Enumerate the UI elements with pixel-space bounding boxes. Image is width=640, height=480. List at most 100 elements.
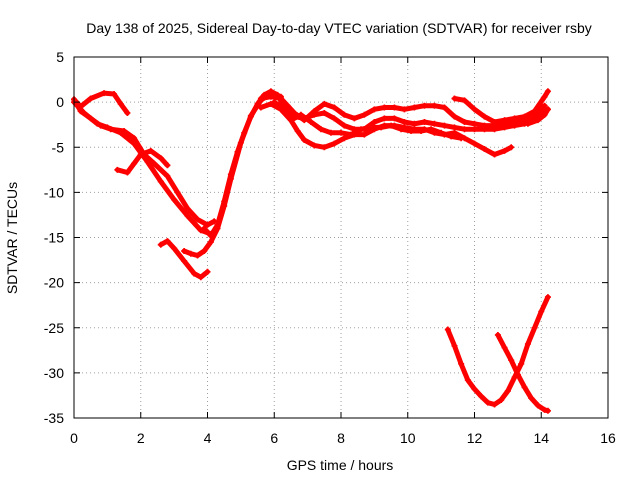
data-point [471,106,478,113]
data-point [531,108,538,115]
data-point [277,95,284,102]
data-point [291,113,298,120]
series-line [271,99,551,132]
data-point [541,102,548,109]
data-point [411,104,418,111]
x-tick-label: 2 [137,430,145,446]
data-point [287,117,294,124]
data-point [201,225,208,232]
data-point [531,324,538,331]
data-point [184,205,191,212]
data-point [401,118,408,125]
data-point [501,124,508,131]
data-point [81,109,88,116]
data-point [338,129,344,136]
data-point [171,196,178,203]
x-tick-label: 6 [270,430,278,446]
data-point [307,118,314,125]
y-tick-label: -10 [44,184,64,200]
y-tick-label: -25 [44,320,64,336]
series-track-d [114,147,171,176]
data-point [197,274,204,281]
series-track-n [494,331,551,414]
data-point [164,173,171,180]
data-point [471,386,478,393]
data-point [267,93,274,100]
data-point [511,122,518,129]
data-point [301,137,308,144]
data-point [491,118,498,125]
data-point [187,250,194,257]
series-layer [71,88,551,414]
x-tick-label: 14 [533,430,549,446]
data-point [254,100,261,107]
data-point [391,104,398,111]
data-point [214,221,221,228]
data-point [421,102,428,109]
data-point [331,140,338,147]
data-point [327,129,334,136]
data-point [398,126,405,133]
series-line [201,88,514,239]
data-point [484,399,491,406]
data-point [438,129,445,136]
data-point [541,406,548,413]
x-tick-label: 8 [337,430,345,446]
data-point [524,340,531,347]
data-point [471,120,478,127]
data-point [174,189,181,196]
data-point [458,135,465,142]
data-point [431,120,438,127]
y-tick-label: 5 [56,49,64,65]
data-point [101,90,108,97]
x-tick-label: 0 [70,430,78,446]
data-point [481,126,488,133]
data-point [494,331,501,338]
series-track-k [451,88,551,125]
data-point [501,117,508,124]
tick-layer: 0 2 4 6 8 10 12 14 16 5 0 -5 -10 -15 -20 -25 -30 -35 [44,49,616,446]
data-point [257,104,264,111]
data-point [131,135,138,142]
data-point [544,294,551,301]
data-point [451,124,458,131]
data-point [491,401,498,408]
data-point [528,395,535,402]
data-point [321,100,328,107]
data-point [544,88,551,95]
data-point [267,88,274,95]
data-point [491,126,498,133]
data-point [241,129,248,136]
data-point [501,344,508,351]
series-track-m [444,294,551,408]
data-point [111,91,118,98]
data-point [451,113,458,120]
data-point [514,371,521,378]
data-point [508,357,515,364]
data-point [164,238,171,245]
data-point [341,122,348,129]
data-point [361,111,368,118]
data-point [371,118,378,125]
data-point [117,129,124,136]
y-tick-label: -5 [52,139,65,155]
data-point [458,360,465,367]
data-point [461,97,468,104]
data-point [478,393,485,400]
data-point [521,384,528,391]
data-point [117,100,124,107]
y-tick-label: -30 [44,365,64,381]
data-point [104,124,111,131]
y-tick-label: -35 [44,410,64,426]
data-point [151,160,158,167]
data-point [131,140,138,147]
data-point [114,166,121,173]
data-point [391,115,398,122]
x-tick-label: 4 [204,430,212,446]
data-point [341,135,348,142]
data-point [451,342,458,349]
x-tick-label: 16 [600,430,616,446]
data-point [538,308,545,315]
data-point [418,128,425,135]
data-point [221,198,228,205]
